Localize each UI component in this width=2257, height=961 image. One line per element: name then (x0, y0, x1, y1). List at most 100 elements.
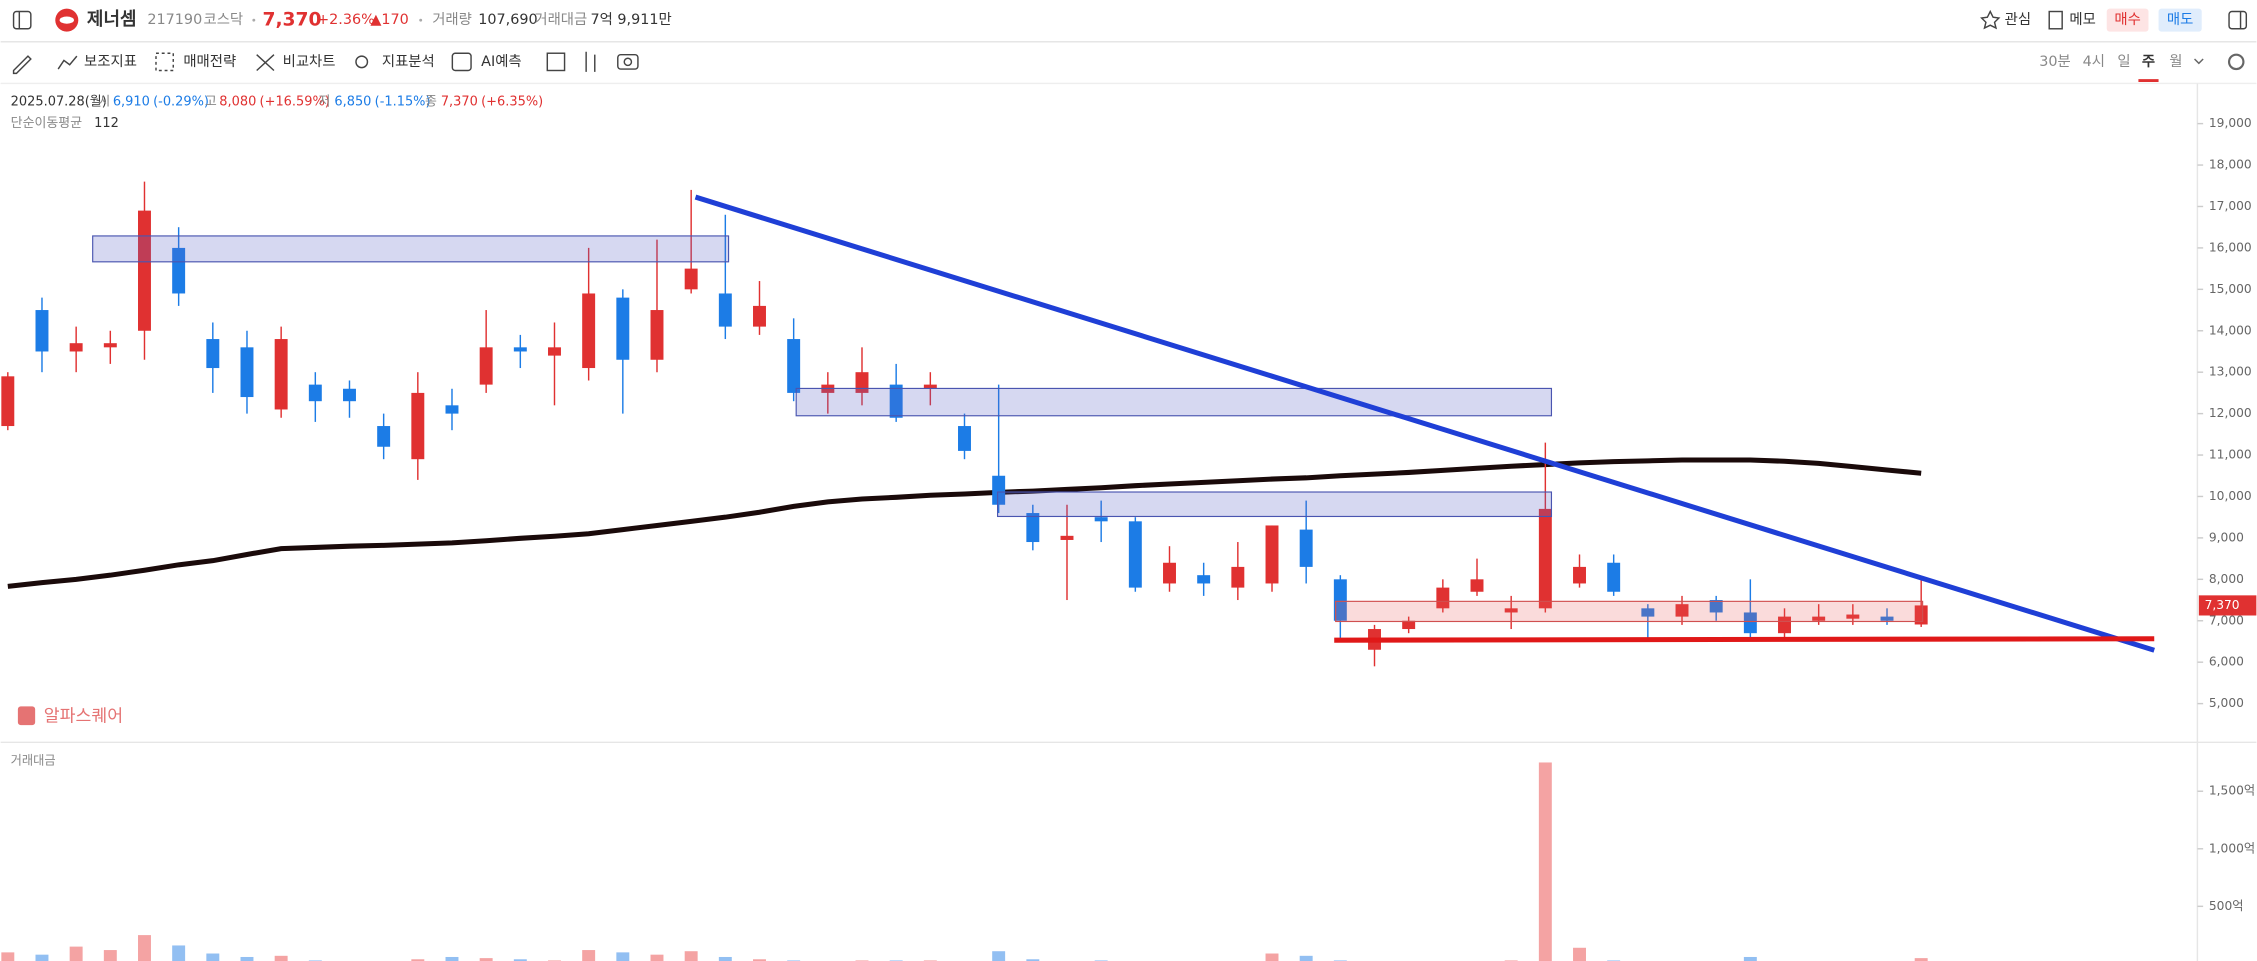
y-tick-label: 15,000 (2209, 282, 2252, 296)
candle-body (958, 426, 971, 451)
sell-button-bg[interactable] (2158, 8, 2202, 32)
camera-lens (623, 57, 633, 67)
candle-body (206, 339, 220, 369)
y-tick-label: 19,000 (2209, 116, 2252, 130)
volume-title: 거래대금 (11, 754, 56, 768)
candle-body (923, 384, 937, 389)
candle-body (513, 347, 527, 352)
y-tick-label: 14,000 (2209, 323, 2252, 337)
candle-body (103, 343, 117, 348)
volume-bar (718, 956, 732, 961)
volume-bar (513, 959, 527, 961)
drawn-box[interactable] (997, 491, 1553, 518)
candle-body (1026, 513, 1040, 543)
volume-bar (274, 955, 288, 961)
candle-body (1641, 608, 1655, 617)
volume-tick-label: 500억 (2209, 899, 2244, 913)
settings-icon[interactable] (2227, 53, 2245, 71)
candle-body (1436, 587, 1450, 609)
tool-button[interactable]: 비교차트 (283, 53, 336, 70)
memo-icon (2048, 10, 2063, 30)
low-change: (-1.15%) (375, 95, 431, 110)
logo-mark (59, 16, 74, 24)
tool-icon (256, 54, 275, 72)
candle-body (1163, 562, 1176, 584)
indicator-label: 단순이동평균 (11, 116, 83, 131)
stock-code: 217190 (147, 12, 202, 28)
watch-button[interactable]: 관심 (2005, 11, 2031, 28)
y-tick-label: 11,000 (2209, 448, 2252, 462)
period-button[interactable]: 일 (2117, 53, 2130, 70)
candle-body (1402, 620, 1416, 630)
period-button[interactable]: 30분 (2039, 54, 2071, 70)
dot (252, 18, 256, 22)
drawn-box[interactable] (795, 387, 1553, 417)
y-tick-label: 12,000 (2209, 406, 2252, 420)
buy-button[interactable]: 매수 (2114, 11, 2140, 28)
watermark-logo (17, 706, 36, 726)
candle-body (1743, 612, 1757, 634)
candle-body (718, 293, 732, 327)
sell-button[interactable]: 매도 (2167, 11, 2193, 28)
tool-button[interactable]: AI예측 (481, 53, 522, 70)
volume-label: 거래량 (432, 11, 472, 28)
market: 코스닥 (203, 11, 243, 28)
candle-body (753, 305, 766, 327)
volume-bar (240, 956, 254, 961)
trend-line[interactable] (694, 194, 2155, 653)
change: ▲170 (370, 12, 409, 28)
pencil-icon[interactable] (12, 55, 32, 75)
y-tick-label: 16,000 (2209, 240, 2252, 254)
high-label: 고 (205, 95, 217, 110)
buy-button-bg[interactable] (2106, 8, 2149, 32)
candle-tool[interactable] (585, 51, 596, 72)
candle-body (1607, 562, 1621, 592)
tool-button[interactable]: 보조지표 (84, 53, 137, 70)
volume-bar (138, 935, 151, 961)
open-label: 시 (98, 95, 110, 110)
camera-tool[interactable] (617, 53, 639, 70)
chevron[interactable] (2194, 58, 2204, 65)
candle-body (1675, 604, 1689, 617)
candle-body (343, 388, 356, 402)
y-tick-label: 9,000 (2209, 530, 2244, 544)
volume-bar (206, 953, 220, 961)
open-change: (-0.29%) (153, 95, 209, 110)
close: 7,370 (441, 95, 478, 110)
period-button[interactable]: 월 (2169, 53, 2182, 70)
candle-body (274, 339, 288, 410)
panel-icon[interactable] (2228, 10, 2248, 30)
memo-button[interactable]: 메모 (2069, 11, 2095, 28)
close-change: (+6.35%) (481, 95, 543, 110)
star-icon (1980, 9, 2001, 30)
volume-bar (582, 950, 596, 961)
candle-body (992, 475, 1006, 505)
rect-tool[interactable] (546, 52, 566, 72)
period-button[interactable]: 주 (2142, 53, 2155, 70)
drawn-box[interactable] (92, 235, 730, 263)
sidebar-icon[interactable] (12, 10, 32, 30)
volume-bar (172, 945, 186, 961)
candle-body (684, 268, 698, 290)
volume-bar (35, 954, 49, 961)
candle-body (1333, 579, 1347, 621)
drawn-box[interactable] (1335, 600, 1924, 623)
support-line[interactable] (1334, 636, 2155, 643)
candle-body (889, 384, 903, 418)
volume-bar (650, 954, 664, 961)
volume-bar (992, 951, 1006, 961)
candle-body (445, 405, 459, 414)
period-button[interactable]: 4시 (2083, 54, 2105, 70)
volume-bar (1914, 958, 1928, 961)
candle-body (1880, 616, 1894, 621)
candle-body (308, 384, 322, 402)
y-tick-label: 13,000 (2209, 365, 2252, 379)
dot (419, 18, 423, 22)
candle-body (1060, 535, 1074, 540)
tool-icon (155, 52, 174, 72)
candle-body (1, 376, 15, 427)
tool-button[interactable]: 매매전략 (183, 53, 236, 70)
candle-body (1573, 566, 1586, 584)
tool-button[interactable]: 지표분석 (382, 53, 435, 70)
volume-bar (1026, 959, 1040, 961)
